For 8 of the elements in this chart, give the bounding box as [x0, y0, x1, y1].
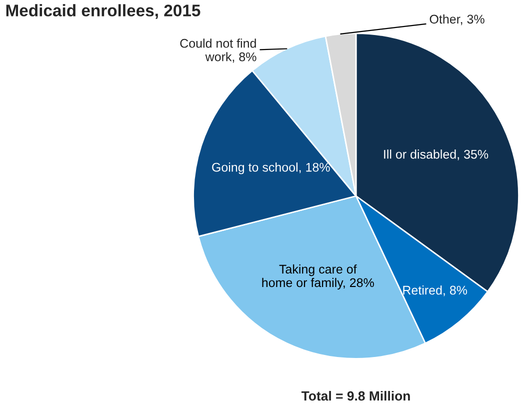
slice-label: Retired, 8% [403, 285, 468, 296]
text: Total = 9.8 Million [301, 390, 410, 401]
slice-label: Ill or disabled, 35% [384, 150, 488, 160]
slice-label: Going to school, 18% [212, 162, 330, 174]
slice-label: Taking care of home or family, 28% [262, 264, 374, 290]
slice-label: Could not find work, 8% [180, 38, 256, 63]
slice-label: Other, 3% [430, 14, 484, 26]
chart-title: Medicaid enrollees, 2015 [6, 4, 200, 19]
